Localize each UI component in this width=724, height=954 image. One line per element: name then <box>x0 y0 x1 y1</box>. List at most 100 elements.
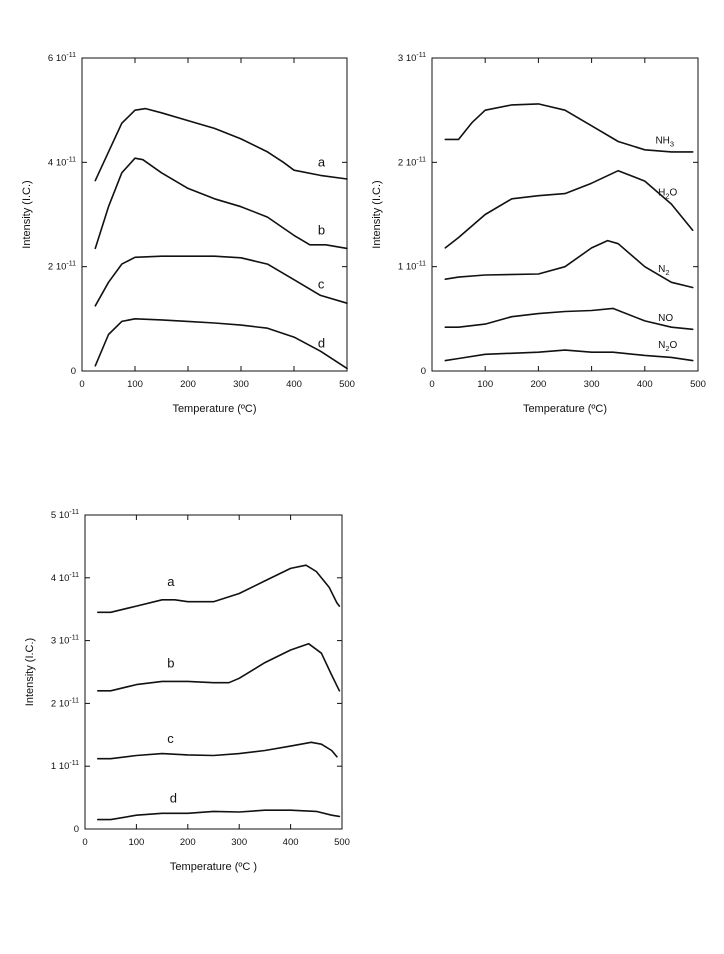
series-line <box>444 349 694 362</box>
y-tick-label-exponent: -11 <box>66 52 76 59</box>
x-tick-label: 100 <box>128 837 144 848</box>
series-line <box>94 255 348 307</box>
series-label-text: b <box>318 222 325 237</box>
x-tick-label: 400 <box>637 379 653 390</box>
y-tick-label-base: 1 10 <box>398 262 417 273</box>
x-tick-label: 500 <box>339 379 355 390</box>
y-tick-label: 2 10-11 <box>48 261 76 273</box>
x-tick-label: 300 <box>233 379 249 390</box>
y-tick-label: 5 10-11 <box>51 509 79 521</box>
y-tick-label-exponent: -11 <box>416 261 426 268</box>
y-tick-label-exponent: -11 <box>416 156 426 163</box>
y-tick-label-exponent: -11 <box>69 572 79 579</box>
x-tick-label: 100 <box>127 379 143 390</box>
series-label-subscript: 2 <box>665 268 669 277</box>
y-tick-label-exponent: -11 <box>416 52 426 59</box>
series-label-text: b <box>167 656 174 671</box>
y-tick-label-exponent: -11 <box>66 156 76 163</box>
y-tick-label: 3 10-11 <box>398 52 426 64</box>
y-axis-title: Intensity (I.C.) <box>371 180 383 248</box>
x-axis-title: Temperature (ºC) <box>172 403 256 415</box>
x-tick-label: 300 <box>584 379 600 390</box>
x-tick-label: 500 <box>334 837 350 848</box>
series-label: N2O <box>658 340 677 353</box>
x-tick-label: 200 <box>180 837 196 848</box>
y-tick-label-exponent: -11 <box>66 261 76 268</box>
series-line <box>94 107 348 182</box>
series-label: a <box>318 155 326 170</box>
y-tick-label-base: 0 <box>74 824 79 835</box>
y-tick-label-base: 6 10 <box>48 53 67 64</box>
x-tick-label: 500 <box>690 379 706 390</box>
series-line <box>97 809 341 821</box>
series-line <box>94 318 348 370</box>
series-label: b <box>318 222 325 237</box>
series-label-text: NO <box>658 313 673 324</box>
series-label-subscript: 3 <box>670 140 674 149</box>
series-label: d <box>318 336 325 351</box>
y-tick-label: 2 10-11 <box>398 156 426 168</box>
series-label-text: H <box>658 188 665 199</box>
series-label-text: NH <box>655 136 669 147</box>
y-tick-label-base: 5 10 <box>51 510 70 521</box>
y-tick-label-base: 4 10 <box>51 573 70 584</box>
y-axis-title: Intensity (I.C.) <box>21 180 33 248</box>
y-tick-label: 3 10-11 <box>51 635 79 647</box>
y-tick-label: 0 <box>71 366 76 377</box>
y-tick-label: 1 10-11 <box>51 760 79 772</box>
x-tick-label: 0 <box>79 379 84 390</box>
series-label: NO <box>658 313 673 324</box>
y-tick-label-exponent: -11 <box>69 760 79 767</box>
y-tick-label-base: 1 10 <box>51 761 70 772</box>
y-tick-label: 0 <box>421 366 426 377</box>
y-tick-label-base: 2 10 <box>48 262 67 273</box>
y-tick-label-exponent: -11 <box>69 697 79 704</box>
y-tick-label-exponent: -11 <box>69 509 79 516</box>
series-label-subscript: 2 <box>665 344 669 353</box>
x-tick-label: 100 <box>477 379 493 390</box>
series-line <box>444 103 694 153</box>
plot-frame <box>81 57 348 372</box>
series-label-text: a <box>167 574 175 589</box>
y-tick-label: 4 10-11 <box>51 572 79 584</box>
series-label: d <box>170 791 177 806</box>
series-line <box>97 741 338 760</box>
series-label-text: d <box>318 336 325 351</box>
x-tick-label: 400 <box>286 379 302 390</box>
y-tick-label: 4 10-11 <box>48 156 76 168</box>
y-tick-label-base: 3 10 <box>398 53 417 64</box>
x-tick-label: 300 <box>231 837 247 848</box>
series-label: H2O <box>658 188 677 201</box>
y-tick-label-base: 0 <box>421 366 426 377</box>
series-label-suffix: O <box>670 188 678 199</box>
series-label: NH3 <box>655 136 674 149</box>
series-label-subscript: 2 <box>665 192 669 201</box>
y-axis-title: Intensity (I.C.) <box>24 638 36 706</box>
y-tick-label-base: 0 <box>71 366 76 377</box>
x-axis-title: Temperature (ºC) <box>523 403 607 415</box>
x-tick-label: 200 <box>180 379 196 390</box>
series-label: c <box>318 277 325 292</box>
series-label-suffix: O <box>670 340 678 351</box>
series-line <box>97 564 341 614</box>
series-label: b <box>167 656 174 671</box>
series-label: a <box>167 574 175 589</box>
y-tick-label-exponent: -11 <box>69 635 79 642</box>
series-label-text: d <box>170 791 177 806</box>
series-label-text: c <box>318 277 325 292</box>
x-tick-label: 400 <box>283 837 299 848</box>
plot-frame <box>431 57 699 372</box>
y-tick-label-base: 4 10 <box>48 157 67 168</box>
series-line <box>444 169 694 249</box>
series-label: c <box>167 731 174 746</box>
plot-frame <box>84 514 343 830</box>
x-tick-label: 200 <box>530 379 546 390</box>
x-tick-label: 0 <box>429 379 434 390</box>
y-tick-label: 2 10-11 <box>51 697 79 709</box>
x-tick-label: 0 <box>82 837 87 848</box>
